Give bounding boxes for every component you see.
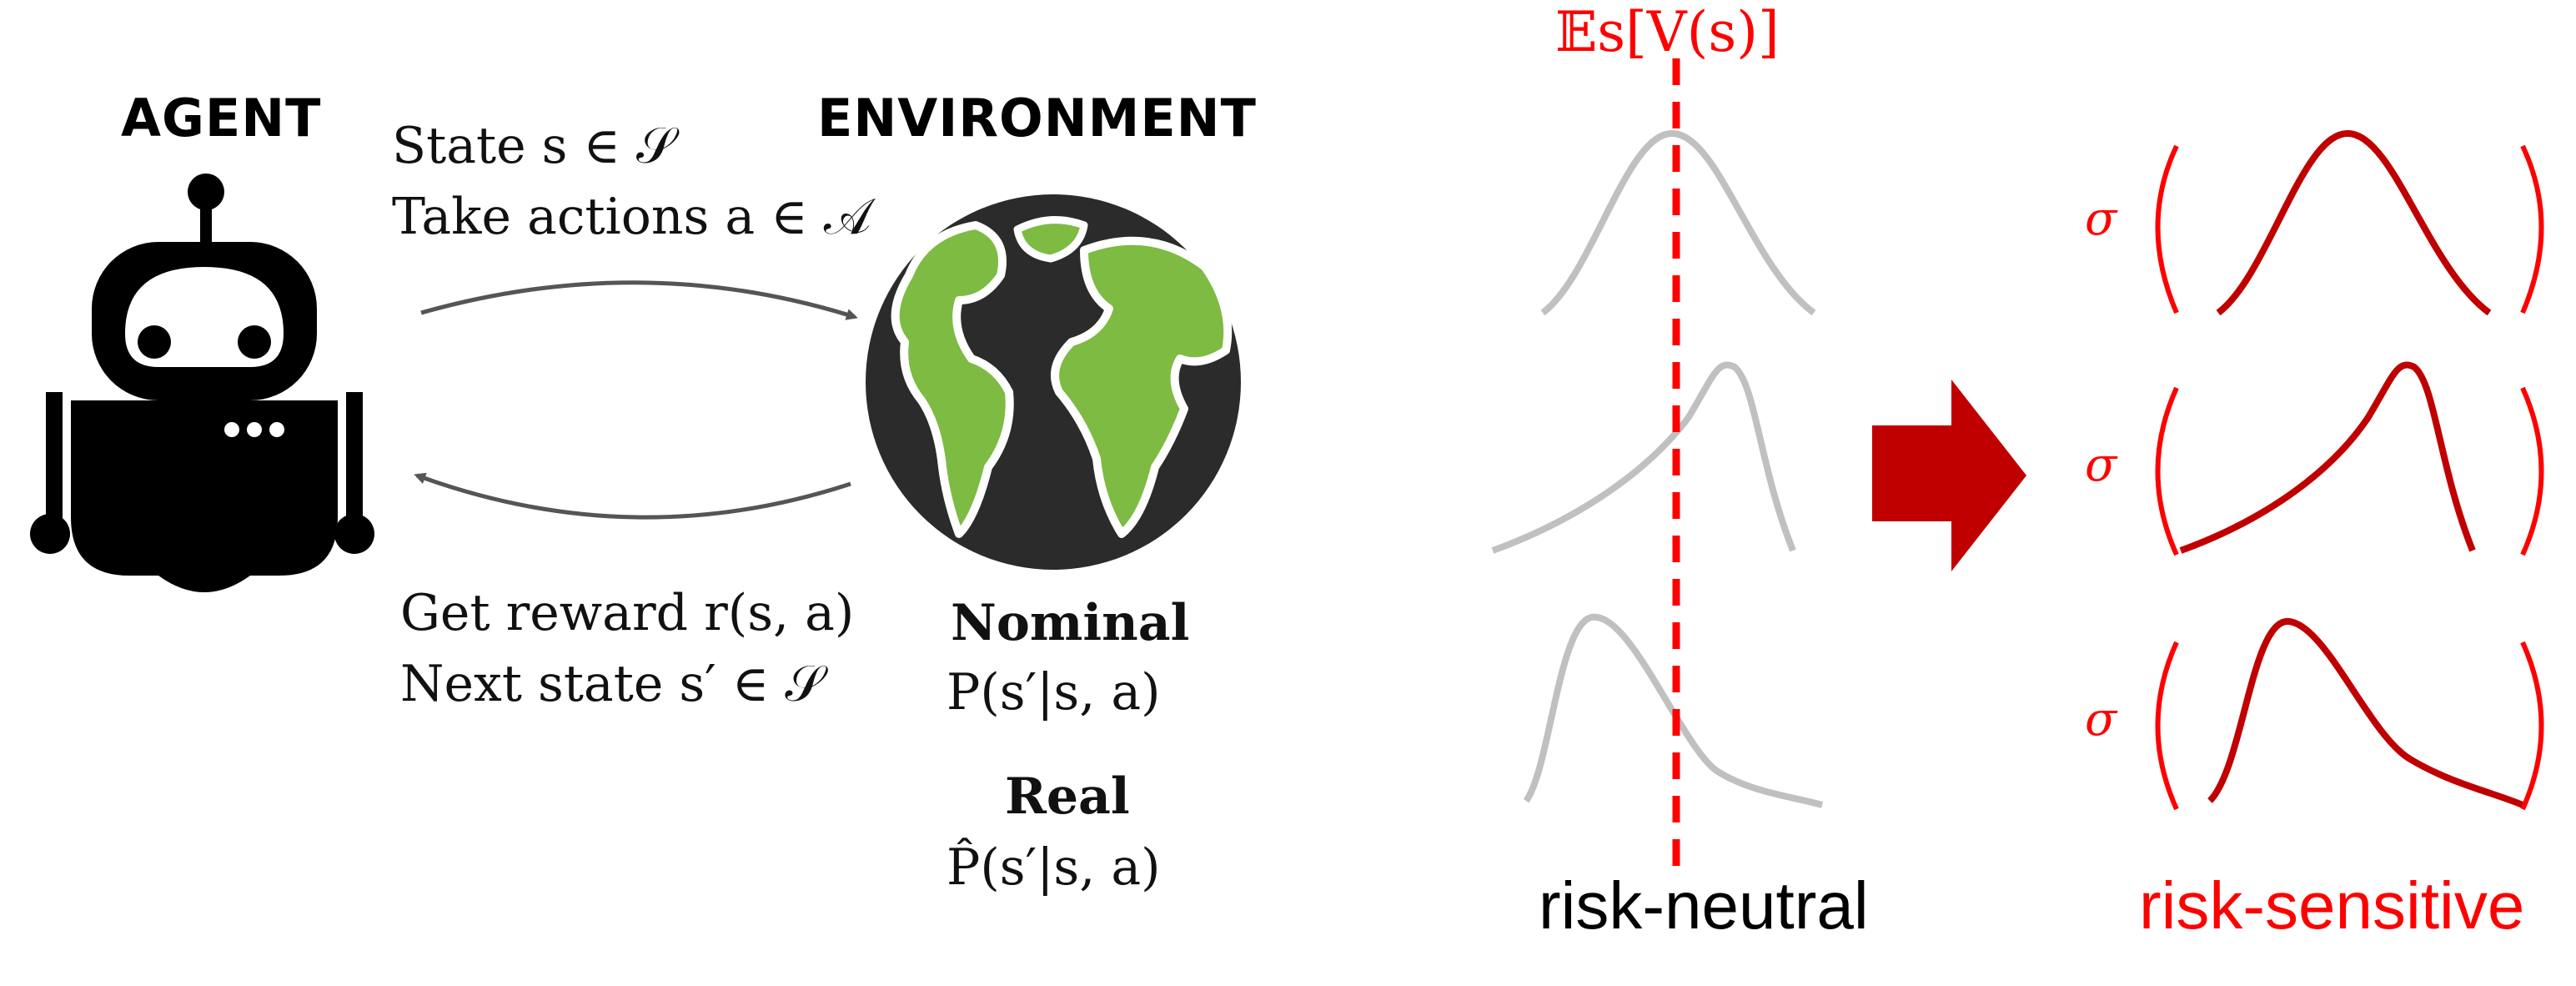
risk-neutral-caption: risk-neutral (1539, 868, 1869, 943)
left-paren-1 (2155, 144, 2179, 314)
transform-arrow (1872, 380, 2026, 571)
agent-heading: AGENT (121, 88, 322, 148)
left-paren-3 (2155, 641, 2179, 811)
left-paren-2 (2155, 386, 2179, 556)
forward-line-1: State s ∈ 𝒮 (392, 117, 675, 175)
sigma-symbol-3: σ (2085, 692, 2117, 747)
backward-arrow (414, 472, 851, 520)
sigma-symbol-1: σ (2085, 192, 2117, 246)
risk-sensitive-caption: risk-sensitive (2139, 868, 2525, 943)
forward-line-2: Take actions a ∈ 𝒜 (392, 188, 871, 246)
forward-arrow (420, 280, 858, 320)
dark-red-curve-2 (2179, 361, 2476, 554)
backward-line-2: Next state s′ ∈ 𝒮 (400, 655, 824, 713)
real-label: Real (1005, 767, 1130, 826)
nominal-formula: P(s′|s, a) (947, 663, 1161, 722)
right-paren-2 (2520, 386, 2544, 556)
dark-red-curve-3 (2207, 618, 2524, 808)
environment-heading: ENVIRONMENT (817, 88, 1257, 148)
real-formula: P̂(s′|s, a) (947, 838, 1161, 897)
robot-icon (30, 174, 374, 592)
sigma-symbol-2: σ (2085, 438, 2117, 492)
dark-red-curve-1 (2216, 129, 2492, 316)
right-paren-3 (2520, 641, 2544, 811)
backward-line-1: Get reward r(s, a) (400, 584, 855, 642)
risk-sensitive-distributions (2155, 129, 2544, 811)
nominal-label: Nominal (951, 594, 1190, 652)
gray-curve-3 (1523, 613, 1824, 808)
expectation-label: 𝔼s[V(s)] (1555, 0, 1780, 64)
globe-icon (866, 194, 1241, 570)
right-paren-1 (2520, 144, 2544, 314)
gray-curve-1 (1540, 129, 1816, 316)
gray-curve-2 (1491, 361, 1796, 554)
risk-neutral-distributions (1491, 129, 1824, 808)
